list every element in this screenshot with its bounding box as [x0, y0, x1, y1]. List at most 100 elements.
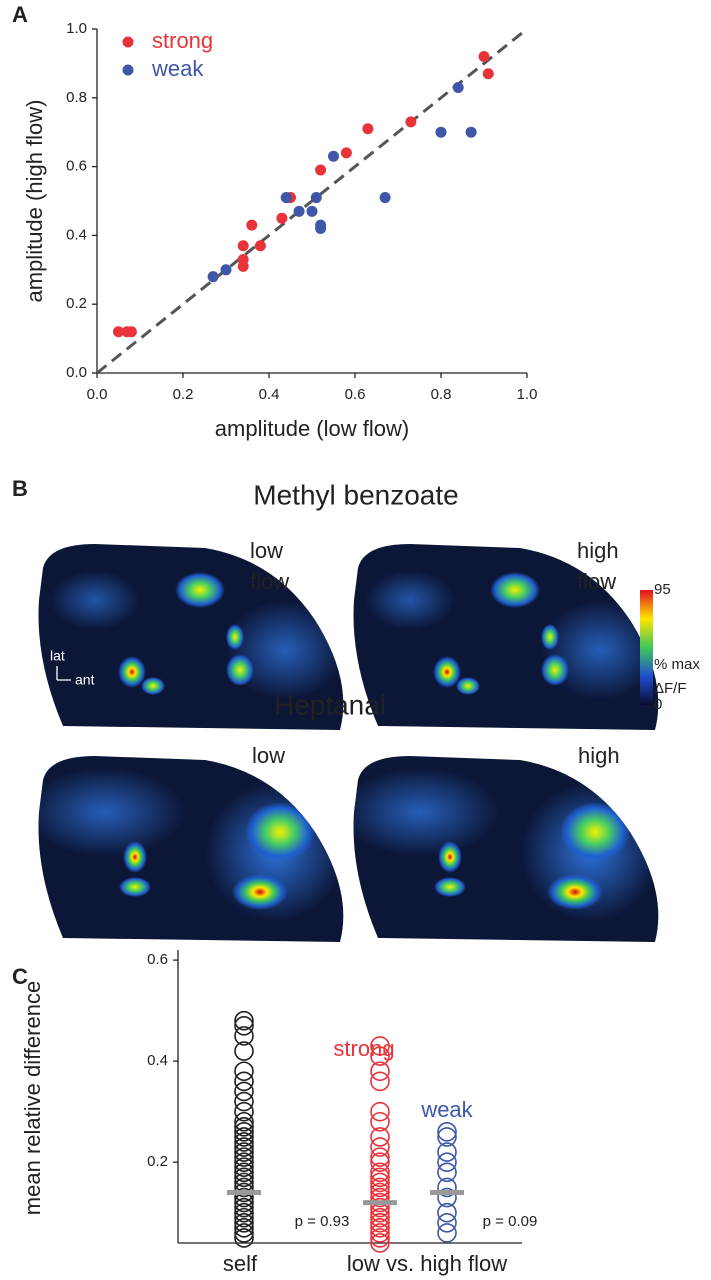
- point: [370, 1197, 390, 1218]
- point: [234, 1091, 254, 1112]
- point: [437, 1202, 457, 1223]
- point: [280, 192, 292, 204]
- y-tick-label: 0.2: [147, 1153, 168, 1170]
- image-label: high: [578, 743, 620, 768]
- point: [234, 1041, 254, 1061]
- point: [276, 212, 288, 224]
- point: [234, 1162, 254, 1183]
- point: [340, 147, 352, 159]
- legend-marker: [122, 36, 134, 48]
- image-label: flow: [577, 569, 616, 594]
- point: [435, 126, 447, 138]
- x-axis-title: amplitude (low flow): [215, 416, 409, 441]
- heatmap: [340, 756, 660, 942]
- point: [405, 116, 417, 128]
- point: [234, 1015, 254, 1036]
- point: [234, 1223, 254, 1243]
- point: [234, 1137, 254, 1157]
- point: [234, 1117, 254, 1137]
- y-axis-title: amplitude (high flow): [22, 100, 47, 303]
- point: [437, 1223, 457, 1243]
- point: [370, 1071, 390, 1092]
- point: [370, 1152, 390, 1172]
- y-tick-label: 1.0: [66, 20, 87, 37]
- point: [437, 1122, 457, 1142]
- point: [234, 1127, 254, 1147]
- x-tick-label: 0.0: [87, 386, 108, 403]
- point: [478, 51, 490, 63]
- point: [113, 326, 124, 338]
- point: [370, 1046, 390, 1066]
- point: [234, 1228, 254, 1248]
- point: [315, 223, 327, 235]
- point: [437, 1177, 457, 1198]
- point: [370, 1177, 390, 1198]
- series-label: weak: [420, 1097, 473, 1122]
- orientation-label: ant: [75, 672, 95, 688]
- point: [234, 1197, 254, 1218]
- x-tick-label: low vs. high flow: [347, 1251, 507, 1276]
- point: [370, 1137, 390, 1157]
- point: [237, 240, 249, 252]
- point: [234, 1101, 254, 1122]
- point: [310, 192, 322, 204]
- orientation-arrows: [56, 666, 71, 681]
- point: [234, 1142, 254, 1162]
- x-tick-label: 0.6: [345, 386, 366, 403]
- point: [234, 1157, 254, 1178]
- point: [370, 1036, 390, 1056]
- point: [237, 253, 249, 265]
- point: [234, 1026, 254, 1046]
- point: [437, 1212, 457, 1233]
- point: [234, 1071, 254, 1092]
- annotation: p = 0.09: [483, 1213, 538, 1230]
- point: [234, 1132, 254, 1152]
- x-tick-label: 0.4: [259, 386, 280, 403]
- point: [293, 205, 305, 217]
- annotation: p = 0.93: [295, 1213, 350, 1230]
- point: [234, 1212, 254, 1233]
- point: [370, 1207, 390, 1228]
- series-label: strong: [333, 1036, 394, 1061]
- point: [234, 1081, 254, 1102]
- section-title: Heptanal: [274, 689, 386, 720]
- y-tick-label: 0.8: [66, 89, 87, 106]
- point: [370, 1167, 390, 1188]
- point: [234, 1187, 254, 1208]
- point: [234, 1202, 254, 1223]
- point: [437, 1152, 457, 1172]
- point: [234, 1207, 254, 1228]
- panel-label: A: [12, 2, 28, 27]
- point: [437, 1187, 457, 1208]
- point: [207, 271, 219, 283]
- point: [234, 1111, 254, 1132]
- section-title: Methyl benzoate: [253, 479, 458, 510]
- image-label: low: [252, 743, 285, 768]
- point: [234, 1122, 254, 1142]
- legend-label: weak: [151, 56, 204, 81]
- panel-label: C: [12, 964, 28, 989]
- colorbar-tick: 0: [654, 696, 662, 713]
- point: [315, 164, 327, 176]
- legend-marker: [122, 64, 134, 76]
- point: [370, 1162, 390, 1183]
- panel-label: B: [12, 476, 28, 501]
- point: [125, 326, 137, 338]
- point: [370, 1147, 390, 1167]
- y-tick-label: 0.4: [66, 226, 87, 243]
- point: [234, 1152, 254, 1172]
- y-tick-label: 0.2: [66, 295, 87, 312]
- point: [370, 1233, 390, 1253]
- point: [234, 1167, 254, 1188]
- colorbar-label: ΔF/F: [654, 680, 687, 697]
- image-label: high: [577, 538, 619, 563]
- colorbar: [640, 590, 653, 705]
- point: [234, 1061, 254, 1082]
- point: [370, 1061, 390, 1082]
- point: [370, 1127, 390, 1147]
- point: [437, 1142, 457, 1162]
- point: [465, 126, 477, 138]
- y-axis-title: mean relative difference: [20, 981, 45, 1215]
